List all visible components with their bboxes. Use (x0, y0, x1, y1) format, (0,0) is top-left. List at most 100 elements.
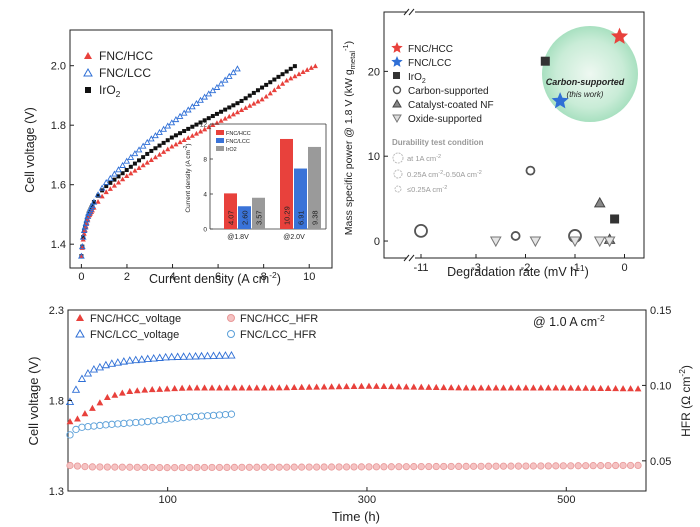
iro2-point (198, 120, 203, 125)
lcc-voltage-point (83, 369, 93, 377)
hcc-hfr-point (380, 463, 388, 471)
hcc-voltage-point (231, 384, 238, 391)
lcc-point (98, 184, 106, 191)
lcc-hfr-point (185, 413, 194, 421)
x-tick-label: -1 (570, 262, 580, 274)
lcc-hfr-point (144, 417, 152, 426)
lcc-point (229, 69, 237, 76)
iro2-point (169, 135, 174, 140)
hcc-voltage-point (387, 383, 395, 390)
hcc-point (161, 149, 167, 154)
hcc-point (230, 111, 236, 117)
hcc-voltage-point (410, 383, 418, 390)
left-y-axis-ticks: 1.3 1.8 2.3 (49, 305, 72, 498)
svg-text:FNC/LCC_HFR: FNC/LCC_HFR (240, 329, 316, 341)
legend-item-iro2: IrO2 (393, 72, 426, 85)
hcc-voltage-point (111, 391, 119, 398)
hcc-hfr-point (350, 463, 358, 471)
hcc-hfr-point (111, 463, 119, 471)
hcc-point (124, 173, 130, 179)
hcc-hfr-point (597, 462, 605, 470)
hcc-voltage-point (245, 384, 253, 391)
iro2-point (219, 109, 224, 114)
hcc-voltage-point (81, 410, 89, 417)
hcc-hfr-point (589, 462, 597, 470)
iro2-point (149, 148, 154, 153)
lcc-point (111, 170, 118, 177)
svg-text:Oxide-supported: Oxide-supported (408, 114, 482, 125)
hcc-hfr-point (499, 462, 508, 470)
iro2-point (206, 116, 211, 121)
hcc-hfr-point (492, 462, 500, 470)
hcc-point (111, 182, 118, 188)
hcc-hfr-point (372, 463, 381, 471)
svg-text:FNC/HCC_voltage: FNC/HCC_voltage (90, 313, 181, 325)
hcc-voltage-point (440, 384, 448, 391)
hcc-point (279, 81, 286, 86)
svg-text:Durability test condition: Durability test condition (392, 138, 484, 147)
x-tick-label: 8 (261, 271, 267, 283)
highlight-bubble (542, 26, 638, 122)
lcc-point (172, 116, 180, 123)
hcc-voltage-point (163, 385, 171, 392)
star-point (551, 92, 569, 109)
iro2-point (161, 140, 166, 145)
hcc-voltage-point (634, 385, 642, 392)
hcc-voltage-point (141, 386, 149, 393)
lcc-hfr-point (66, 431, 74, 439)
y-tick-label: 0.10 (650, 380, 671, 392)
iro2-point (178, 131, 183, 136)
hcc-voltage-point (320, 383, 328, 390)
hcc-point (288, 75, 294, 81)
lcc-point (225, 72, 233, 79)
lcc-point (127, 153, 135, 160)
axis-break-bottom (403, 254, 415, 262)
hcc-voltage-point (298, 383, 306, 390)
hcc-hfr-point (335, 463, 343, 471)
hcc-point (234, 109, 241, 115)
iro2-point (284, 69, 289, 74)
hcc-hfr-point (305, 463, 313, 471)
hcc-voltage-point (462, 384, 470, 391)
hcc-point (156, 151, 163, 157)
lcc-voltage-point (77, 374, 87, 382)
lcc-hfr-point (150, 417, 158, 425)
y-tick-label: 1.4 (51, 239, 66, 251)
y-tick-label: 0.15 (650, 305, 671, 317)
lcc-point (213, 83, 221, 90)
legend-item-fnc-hcc: FNC/HCC (391, 42, 453, 55)
svg-text:IrO2: IrO2 (99, 83, 121, 99)
x-axis-ticks: 0 2 4 6 8 10 (78, 264, 315, 283)
hcc-hfr-point (290, 463, 298, 471)
hcc-voltage-point (477, 384, 485, 391)
hcc-voltage-point (552, 384, 560, 391)
x-axis-ticks: -11 -3 -2 -1 0 (413, 254, 628, 274)
hcc-hfr-point (477, 462, 485, 470)
y-axis-label: Mass specific power @ 1.8 V (kW gmetal-1… (341, 41, 357, 235)
hcc-point (296, 71, 302, 77)
iro2-point (255, 88, 260, 93)
hcc-point (115, 179, 122, 185)
lcc-hfr-point (167, 415, 176, 423)
x-tick-label: -3 (471, 262, 481, 274)
iro2-point (288, 66, 293, 71)
lcc-voltage-point (131, 355, 140, 364)
hcc-voltage-point (544, 384, 552, 391)
hcc-voltage-point (627, 385, 634, 392)
legend: FNC/HCC_voltage FNC/LCC_voltage FNC/HCC_… (75, 313, 318, 341)
iro2-point (214, 111, 219, 116)
legend-item-hcc-hfr: FNC/HCC_HFR (227, 313, 318, 325)
hcc-hfr-point (612, 461, 620, 470)
left-y-axis-label: Cell voltage (V) (26, 357, 41, 446)
hcc-hfr-point (283, 463, 291, 471)
hcc-voltage-point (500, 384, 507, 391)
hcc-voltage-point (597, 384, 605, 391)
legend-item-hcc-voltage: FNC/HCC_voltage (76, 313, 181, 325)
hcc-point (243, 105, 249, 110)
lcc-voltage-point (185, 352, 194, 360)
hcc-point (177, 139, 183, 145)
hcc-voltage-point (432, 383, 440, 390)
hcc-voltage-point (492, 384, 500, 391)
hcc-hfr-point (88, 463, 97, 471)
svg-text:IrO2: IrO2 (408, 72, 426, 85)
